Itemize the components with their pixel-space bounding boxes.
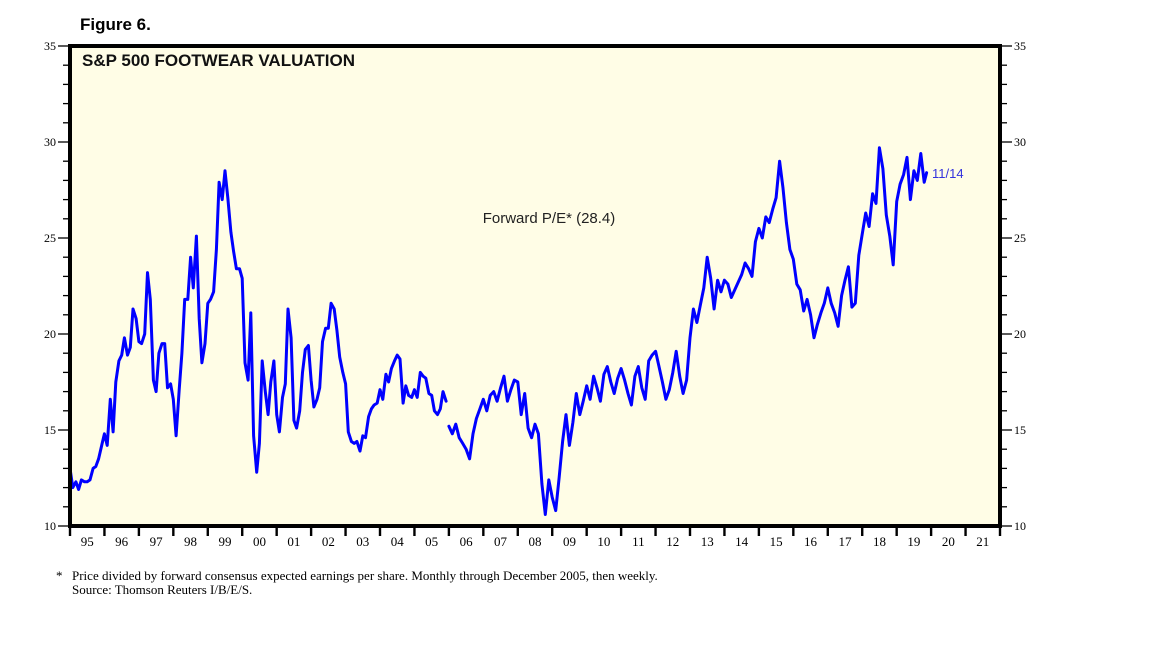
x-tick-label: 21 [976, 534, 989, 549]
x-tick-label: 96 [115, 534, 129, 549]
y-tick-label-right: 10 [1014, 519, 1026, 533]
x-tick-label: 07 [494, 534, 508, 549]
series-group [68, 146, 929, 516]
y-tick-label-right: 35 [1014, 39, 1026, 53]
footnote-text: Price divided by forward consensus expec… [72, 568, 658, 583]
x-tick-label: 05 [425, 534, 438, 549]
x-tick-label: 19 [907, 534, 920, 549]
plot-background [70, 46, 1000, 526]
y-tick-label-left: 15 [44, 423, 56, 437]
x-tick-label: 13 [701, 534, 714, 549]
x-tick-label: 14 [735, 534, 749, 549]
y-tick-label-right: 15 [1014, 423, 1026, 437]
x-tick-label: 06 [460, 534, 474, 549]
y-tick-label-left: 30 [44, 135, 56, 149]
chart-title: S&P 500 FOOTWEAR VALUATION [82, 51, 355, 70]
y-axis-left: 10 15 20 25 30 35 [44, 39, 70, 533]
y-tick-label-left: 10 [44, 519, 56, 533]
x-tick-label: 00 [253, 534, 266, 549]
x-tick-label: 02 [322, 534, 335, 549]
x-tick-label: 16 [804, 534, 818, 549]
x-tick-label: 03 [356, 534, 369, 549]
source-note: Source: Thomson Reuters I/B/E/S. [72, 582, 253, 597]
x-tick-label: 99 [219, 534, 232, 549]
y-tick-label-right: 25 [1014, 231, 1026, 245]
x-axis: 95 96 97 98 99 00 01 02 03 04 05 06 07 08 09 10 11 12 13 14… [68, 526, 1002, 549]
x-tick-label: 95 [81, 534, 94, 549]
series-label: Forward P/E* (28.4) [483, 210, 616, 227]
x-tick-label: 98 [184, 534, 197, 549]
x-tick-label: 17 [839, 534, 853, 549]
x-tick-label: 20 [942, 534, 955, 549]
x-tick-label: 11 [632, 534, 645, 549]
x-tick-label: 18 [873, 534, 886, 549]
y-tick-label-right: 20 [1014, 327, 1026, 341]
end-date-annotation: 11/14 [932, 166, 964, 181]
y-tick-label-left: 25 [44, 231, 56, 245]
y-tick-label-left: 20 [44, 327, 56, 341]
x-tick-label: 12 [666, 534, 679, 549]
x-tick-label: 10 [597, 534, 610, 549]
x-tick-label: 97 [150, 534, 164, 549]
figure-label: Figure 6. [80, 15, 151, 34]
footnote-marker: * [56, 568, 63, 583]
footnote: * Price divided by forward consensus expe… [56, 569, 658, 597]
x-tick-label: 01 [287, 534, 300, 549]
y-axis-right: 10 15 20 25 30 35 [1000, 39, 1026, 533]
y-tick-label-right: 30 [1014, 135, 1026, 149]
x-tick-label: 04 [391, 534, 405, 549]
x-tick-label: 09 [563, 534, 576, 549]
series-line-segment [68, 169, 448, 491]
series-line-segment [447, 146, 929, 516]
y-tick-label-left: 35 [44, 39, 56, 53]
plot-frame [68, 44, 1002, 528]
x-tick-label: 15 [770, 534, 783, 549]
x-tick-label: 08 [529, 534, 542, 549]
